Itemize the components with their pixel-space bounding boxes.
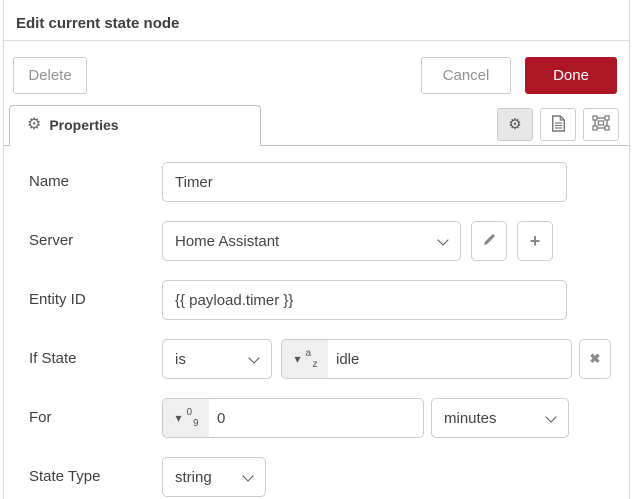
cancel-button[interactable]: Cancel (421, 57, 511, 94)
number-type-icon: 0 9 (186, 407, 199, 429)
object-group-icon (592, 115, 610, 134)
if-state-label: If State (29, 350, 77, 367)
caret-down-icon: ▾ (175, 411, 182, 425)
document-icon (551, 114, 566, 135)
form-row-entity-id: Entity ID (29, 280, 629, 320)
plus-icon: + (529, 231, 541, 251)
delete-button[interactable]: Delete (13, 57, 87, 94)
for-unit-wrap: minutes (431, 398, 569, 438)
done-button[interactable]: Done (525, 57, 617, 94)
if-state-value-input[interactable] (328, 340, 571, 378)
gear-icon: ⚙ (27, 116, 42, 133)
close-icon: ✖ (589, 351, 601, 366)
add-server-button[interactable]: + (517, 221, 553, 261)
for-typed-input: ▾ 0 9 (162, 398, 424, 438)
properties-form: Name Server Home Assistant + (4, 146, 629, 497)
tab-properties[interactable]: ⚙ Properties (9, 105, 261, 146)
clear-if-state-button[interactable]: ✖ (579, 339, 611, 379)
dialog-toolbar: Delete Cancel Done (4, 41, 629, 105)
for-type-button[interactable]: ▾ 0 9 (163, 399, 209, 437)
properties-tab-button[interactable]: ⚙ (497, 108, 533, 141)
for-unit-select[interactable]: minutes (431, 398, 569, 438)
name-input[interactable] (162, 162, 567, 202)
state-type-wrap: string (162, 457, 266, 497)
dialog-title: Edit current state node (16, 15, 180, 32)
form-row-state-type: State Type string (29, 457, 629, 497)
server-select[interactable]: Home Assistant (162, 221, 461, 261)
if-state-operator-select[interactable]: is (162, 339, 272, 379)
form-row-server: Server Home Assistant + (29, 221, 629, 261)
entity-id-input[interactable] (162, 280, 567, 320)
server-select-wrap: Home Assistant (162, 221, 461, 261)
edit-server-button[interactable] (471, 221, 507, 261)
if-state-operator-wrap: is (162, 339, 272, 379)
server-label: Server (29, 232, 74, 249)
if-state-typed-input: ▾ a z (281, 339, 572, 379)
editor-tab-bar: ⚙ Properties ⚙ (4, 105, 629, 146)
pencil-icon (482, 232, 497, 250)
name-label: Name (29, 173, 70, 190)
state-type-select[interactable]: string (162, 457, 266, 497)
if-state-type-button[interactable]: ▾ a z (282, 340, 328, 378)
dialog-header: Edit current state node (4, 5, 629, 41)
string-type-icon: a z (305, 348, 318, 370)
for-label: For (29, 409, 52, 426)
editor-tab-buttons: ⚙ (497, 108, 619, 141)
for-value-input[interactable] (209, 399, 423, 437)
form-row-if-state: If State is ▾ a z ✖ (29, 339, 629, 379)
tab-properties-label: Properties (49, 117, 119, 133)
entity-id-label: Entity ID (29, 291, 86, 308)
form-row-name: Name (29, 162, 629, 202)
edit-node-dialog: Edit current state node Delete Cancel Do… (3, 0, 630, 499)
description-tab-button[interactable] (540, 108, 576, 141)
caret-down-icon: ▾ (294, 352, 301, 366)
gear-icon: ⚙ (508, 116, 522, 133)
form-row-for: For ▾ 0 9 minutes (29, 398, 629, 438)
state-type-label: State Type (29, 468, 101, 485)
appearance-tab-button[interactable] (583, 108, 619, 141)
